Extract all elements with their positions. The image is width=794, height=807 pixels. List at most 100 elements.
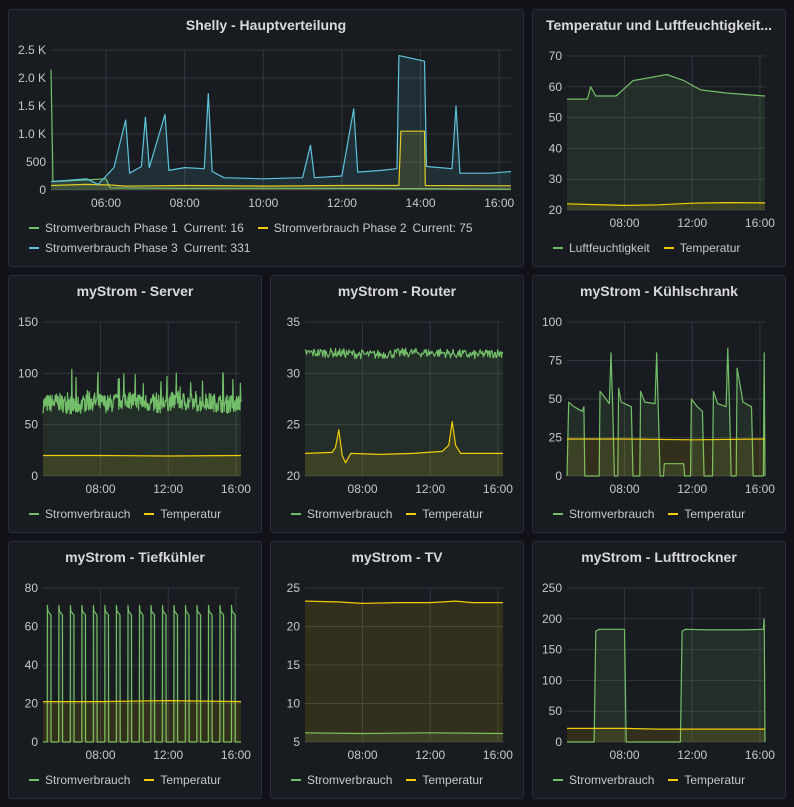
x-tick-label: 12:00 (677, 748, 707, 762)
series-area (43, 455, 241, 476)
series-area (51, 55, 511, 190)
x-tick-label: 08:00 (170, 196, 200, 210)
series-line (566, 202, 766, 206)
y-tick-label: 0 (39, 183, 46, 197)
x-tick-label: 16:00 (745, 216, 775, 230)
legend-label: Luftfeuchtigkeit (569, 241, 650, 255)
legend-swatch (406, 513, 417, 515)
legend-item[interactable]: Luftfeuchtigkeit (553, 241, 650, 255)
series-line (567, 727, 765, 730)
legend-row: Stromverbrauch Phase 1 Current: 16 Stromv… (29, 218, 517, 238)
y-tick-label: 150 (542, 643, 562, 657)
y-tick-label: 75 (549, 354, 563, 368)
x-tick-label: 14:00 (406, 196, 436, 210)
x-tick-label: 08:00 (348, 748, 378, 762)
legend-item[interactable]: Stromverbrauch Phase 2 Current: 75 (257, 221, 473, 235)
series-line (567, 618, 766, 743)
panel-tv[interactable]: myStrom - TV 5 10 15 20 25 08:00 12:00 16:00 St… (270, 541, 524, 799)
legend-swatch (144, 513, 155, 515)
series-line (50, 130, 512, 187)
series-line (304, 600, 503, 604)
y-tick-label: 0 (555, 469, 562, 483)
y-tick-label: 10 (287, 697, 301, 711)
legend-label: Stromverbrauch Phase 1 (45, 221, 178, 235)
y-tick-label: 25 (287, 418, 301, 432)
series-line (43, 604, 241, 743)
legend-item[interactable]: Temperatur (144, 507, 221, 521)
legend-label: Stromverbrauch (45, 773, 131, 787)
chart-legend: Stromverbrauch Temperatur (29, 770, 255, 790)
legend-item[interactable]: Temperatur (668, 507, 745, 521)
x-tick-label: 16:00 (484, 196, 514, 210)
x-tick-label: 16:00 (745, 748, 775, 762)
panel-server[interactable]: myStrom - Server 0 50 100 150 08:00 12:00 16:0… (8, 275, 262, 533)
series-line (304, 421, 503, 464)
legend-item[interactable]: Temperatur (406, 507, 483, 521)
x-tick-label: 12:00 (415, 482, 445, 496)
x-tick-label: 16:00 (483, 482, 513, 496)
y-tick-label: 50 (25, 418, 39, 432)
legend-swatch (663, 247, 674, 249)
series-area (567, 348, 765, 476)
legend-item[interactable]: Temperatur (668, 773, 745, 787)
series-area (567, 439, 765, 476)
legend-item[interactable]: Temperatur (406, 773, 483, 787)
x-tick-label: 16:00 (221, 482, 251, 496)
legend-row: Stromverbrauch Temperatur (553, 770, 779, 790)
x-tick-label: 12:00 (153, 482, 183, 496)
y-tick-label: 50 (549, 111, 563, 125)
y-tick-label: 0 (31, 735, 38, 749)
chart-plot: 0 500 1.0 K 1.5 K 2.0 K 2.5 K 06:00 08:00 10:00 1… (18, 43, 515, 210)
legend-item[interactable]: Stromverbrauch (29, 507, 130, 521)
y-tick-label: 30 (287, 366, 301, 380)
legend-item[interactable]: Temperatur (144, 773, 221, 787)
legend-current: Current: 331 (183, 241, 251, 255)
series-area (567, 202, 765, 210)
legend-label: Stromverbrauch (307, 507, 393, 521)
legend-swatch (553, 779, 563, 781)
y-tick-label: 250 (542, 581, 562, 595)
y-tick-label: 20 (25, 697, 39, 711)
legend-item[interactable]: Stromverbrauch Phase 3 Current: 331 (29, 241, 250, 255)
chart-legend: Stromverbrauch Phase 1 Current: 16 Stromv… (29, 218, 517, 258)
y-tick-label: 2.5 K (18, 43, 46, 57)
legend-item[interactable]: Stromverbrauch (291, 507, 392, 521)
y-tick-label: 15 (287, 658, 301, 672)
series-area (305, 348, 503, 476)
panel-tiefkuehler[interactable]: myStrom - Tiefkühler 0 20 40 60 80 08:00 12:00… (8, 541, 262, 799)
series-area (43, 605, 241, 742)
y-tick-label: 0 (31, 469, 38, 483)
series-line (50, 55, 512, 185)
legend-label: Temperatur (684, 507, 746, 521)
series-area (51, 131, 511, 190)
legend-swatch (291, 513, 301, 515)
legend-label: Temperatur (422, 773, 484, 787)
legend-item[interactable]: Stromverbrauch (29, 773, 130, 787)
legend-item[interactable]: Temperatur (663, 241, 740, 255)
panel-router[interactable]: myStrom - Router 20 25 30 35 08:00 12:00 16:00… (270, 275, 524, 533)
legend-label: Temperatur (422, 507, 484, 521)
legend-item[interactable]: Stromverbrauch (291, 773, 392, 787)
legend-swatch (29, 227, 39, 229)
y-tick-label: 50 (549, 704, 563, 718)
legend-label: Stromverbrauch (569, 507, 655, 521)
legend-item[interactable]: Stromverbrauch (553, 773, 654, 787)
legend-item[interactable]: Stromverbrauch (553, 507, 654, 521)
x-tick-label: 16:00 (483, 748, 513, 762)
chart-plot: 0 50 100 150 08:00 12:00 16:00 (18, 315, 251, 496)
x-tick-label: 08:00 (610, 216, 640, 230)
y-tick-label: 100 (542, 673, 562, 687)
legend-label: Stromverbrauch (569, 773, 655, 787)
legend-item[interactable]: Stromverbrauch Phase 1 Current: 16 (29, 221, 244, 235)
panel-kuehlschrank[interactable]: myStrom - Kühlschrank 0 25 50 75 100 08:00 12:… (532, 275, 786, 533)
legend-swatch (29, 513, 39, 515)
panel-temperatur-luftfeuchtigkeit[interactable]: Temperatur und Luftfeuchtigkeit... 20 30 4… (532, 9, 786, 267)
series-line (566, 347, 766, 477)
chart-legend: Stromverbrauch Temperatur (29, 504, 255, 524)
x-tick-label: 08:00 (610, 482, 640, 496)
legend-row: Stromverbrauch Phase 3 Current: 331 (29, 238, 517, 258)
chart-legend: Stromverbrauch Temperatur (291, 770, 517, 790)
y-tick-label: 25 (287, 581, 301, 595)
panel-lufttrockner[interactable]: myStrom - Lufttrockner 0 50 100 150 200 250 08… (532, 541, 786, 799)
